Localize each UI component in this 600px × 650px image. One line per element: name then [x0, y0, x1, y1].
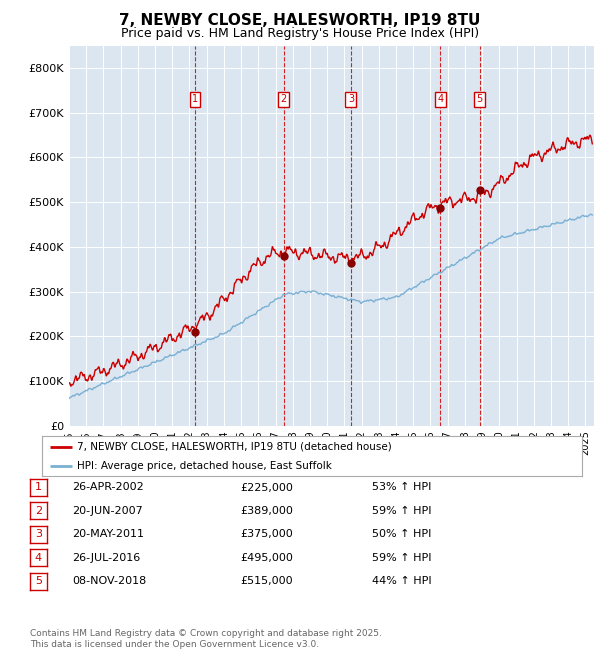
Text: 7, NEWBY CLOSE, HALESWORTH, IP19 8TU (detached house): 7, NEWBY CLOSE, HALESWORTH, IP19 8TU (de…	[77, 442, 392, 452]
Text: £375,000: £375,000	[240, 529, 293, 539]
Text: 7, NEWBY CLOSE, HALESWORTH, IP19 8TU: 7, NEWBY CLOSE, HALESWORTH, IP19 8TU	[119, 13, 481, 28]
Text: £495,000: £495,000	[240, 552, 293, 563]
Text: 26-JUL-2016: 26-JUL-2016	[72, 552, 140, 563]
Text: 59% ↑ HPI: 59% ↑ HPI	[372, 552, 431, 563]
Text: Contains HM Land Registry data © Crown copyright and database right 2025.
This d: Contains HM Land Registry data © Crown c…	[30, 629, 382, 649]
Text: 26-APR-2002: 26-APR-2002	[72, 482, 144, 493]
Text: Price paid vs. HM Land Registry's House Price Index (HPI): Price paid vs. HM Land Registry's House …	[121, 27, 479, 40]
Text: 3: 3	[35, 529, 42, 539]
Text: £515,000: £515,000	[240, 576, 293, 586]
Text: 4: 4	[437, 94, 443, 104]
Text: 44% ↑ HPI: 44% ↑ HPI	[372, 576, 431, 586]
Text: 5: 5	[35, 576, 42, 586]
Text: 4: 4	[35, 552, 42, 563]
Text: 50% ↑ HPI: 50% ↑ HPI	[372, 529, 431, 539]
Text: 20-JUN-2007: 20-JUN-2007	[72, 506, 143, 516]
Text: 1: 1	[35, 482, 42, 493]
Text: £389,000: £389,000	[240, 506, 293, 516]
Text: 1: 1	[192, 94, 198, 104]
Text: 59% ↑ HPI: 59% ↑ HPI	[372, 506, 431, 516]
Text: 53% ↑ HPI: 53% ↑ HPI	[372, 482, 431, 493]
Text: 3: 3	[348, 94, 354, 104]
Text: 5: 5	[476, 94, 482, 104]
Text: 20-MAY-2011: 20-MAY-2011	[72, 529, 144, 539]
Text: 2: 2	[281, 94, 287, 104]
Text: HPI: Average price, detached house, East Suffolk: HPI: Average price, detached house, East…	[77, 461, 332, 471]
Text: 2: 2	[35, 506, 42, 516]
Text: £225,000: £225,000	[240, 482, 293, 493]
Text: 08-NOV-2018: 08-NOV-2018	[72, 576, 146, 586]
